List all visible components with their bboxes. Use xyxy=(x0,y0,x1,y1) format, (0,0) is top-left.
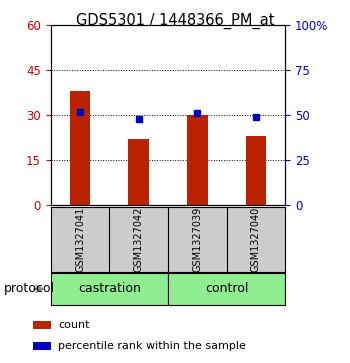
Text: GDS5301 / 1448366_PM_at: GDS5301 / 1448366_PM_at xyxy=(76,13,274,29)
Bar xyxy=(33,342,51,351)
Bar xyxy=(70,91,90,205)
Text: GSM1327039: GSM1327039 xyxy=(192,207,202,272)
Text: control: control xyxy=(205,282,248,295)
Text: GSM1327040: GSM1327040 xyxy=(251,207,261,272)
Text: GSM1327042: GSM1327042 xyxy=(134,207,144,272)
FancyBboxPatch shape xyxy=(51,273,168,305)
Text: castration: castration xyxy=(78,282,141,295)
Bar xyxy=(33,321,51,329)
Bar xyxy=(128,139,149,205)
Text: count: count xyxy=(58,320,90,330)
FancyBboxPatch shape xyxy=(168,273,285,305)
Text: percentile rank within the sample: percentile rank within the sample xyxy=(58,341,246,351)
Bar xyxy=(187,115,208,205)
Bar xyxy=(246,136,266,205)
Text: GSM1327041: GSM1327041 xyxy=(75,207,85,272)
Text: protocol: protocol xyxy=(4,282,55,295)
